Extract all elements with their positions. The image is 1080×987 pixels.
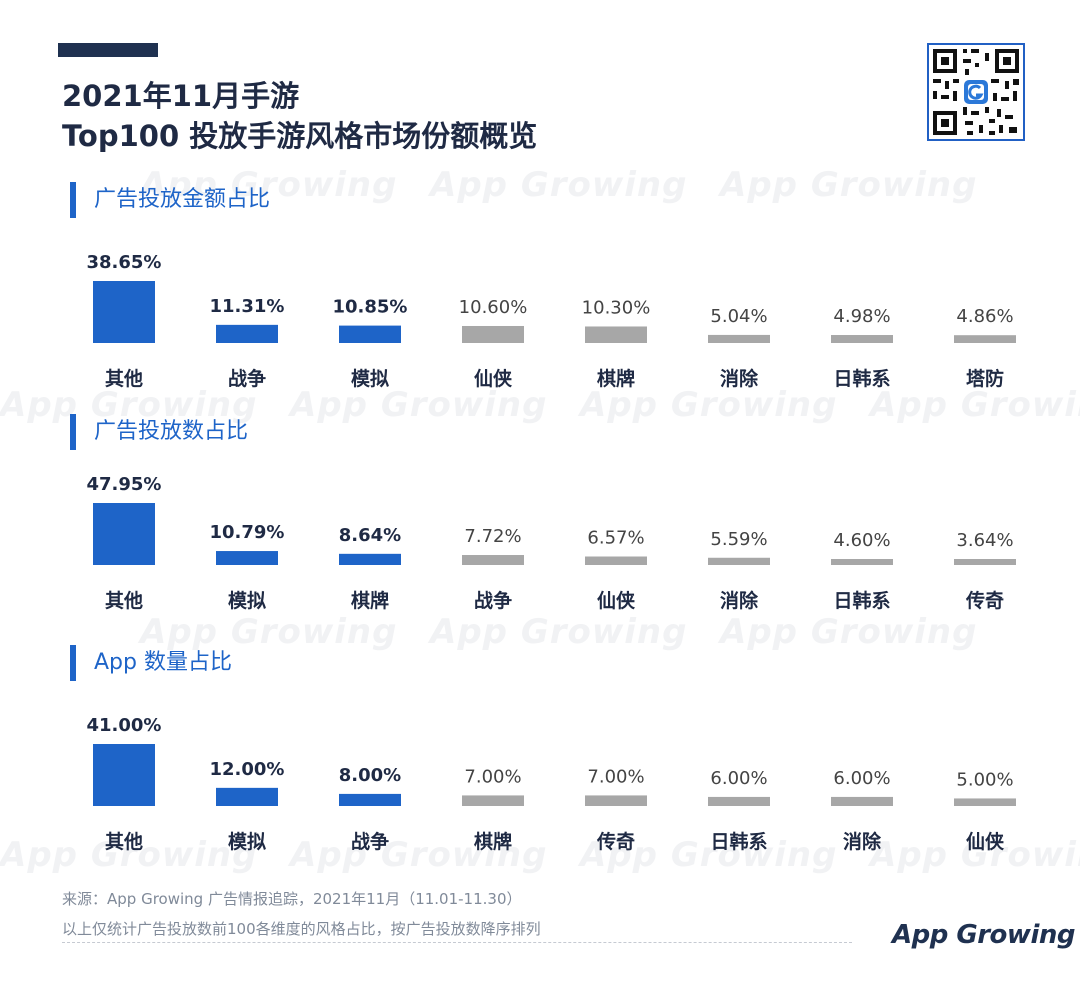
- category-label: 仙侠: [966, 830, 1005, 853]
- category-label: 日韩系: [833, 589, 890, 612]
- bar: [954, 335, 1016, 343]
- category-label: 棋牌: [351, 589, 389, 612]
- category-label: 消除: [843, 830, 882, 853]
- bar: [93, 503, 155, 565]
- data-label: 11.31%: [210, 296, 285, 317]
- bar: [954, 559, 1016, 565]
- page-title: 2021年11月手游 Top100 投放手游风格市场份额概览: [62, 76, 537, 156]
- qr-code[interactable]: [927, 43, 1025, 141]
- bar: [93, 281, 155, 343]
- category-label: 棋牌: [474, 830, 512, 853]
- category-label: 传奇: [596, 830, 635, 853]
- data-label: 10.85%: [333, 297, 408, 318]
- footer-divider: [62, 942, 852, 943]
- bar: [339, 793, 401, 806]
- data-label: 7.00%: [464, 766, 521, 787]
- header-accent-bar: [58, 43, 158, 57]
- page-title-line1: 2021年11月手游: [62, 79, 300, 113]
- section-title-text: App 数量占比: [94, 650, 232, 675]
- bar: [831, 796, 893, 806]
- bar-chart-2: 41.00% 其他 12.00% 模拟 8.00% 战争 7.00% 棋牌 7.00% 传奇 6.0…: [87, 715, 1016, 853]
- data-label: 6.00%: [710, 768, 767, 789]
- category-label: 战争: [228, 367, 266, 390]
- bar: [831, 335, 893, 343]
- category-label: 其他: [105, 830, 143, 853]
- data-label: 10.60%: [459, 297, 528, 318]
- category-label: 仙侠: [597, 589, 636, 612]
- data-label: 5.59%: [710, 529, 767, 550]
- bar-chart-0: 38.65% 其他 11.31% 战争 10.85% 模拟 10.60% 仙侠 10.30% 棋牌…: [87, 252, 1016, 390]
- data-label: 38.65%: [87, 252, 162, 273]
- app-growing-logo: App Growing: [892, 920, 1075, 950]
- bar: [462, 325, 524, 343]
- page-title-line2: Top100 投放手游风格市场份额概览: [62, 119, 538, 153]
- section-title-ad-count: 广告投放数占比: [70, 412, 248, 452]
- section-title-text: 广告投放数占比: [94, 419, 249, 444]
- bar: [585, 795, 647, 806]
- bar: [339, 325, 401, 343]
- data-label: 41.00%: [87, 715, 162, 736]
- category-label: 模拟: [228, 589, 266, 612]
- data-label: 10.79%: [210, 522, 285, 543]
- section-marker: [70, 414, 76, 450]
- category-label: 仙侠: [474, 367, 513, 390]
- data-label: 6.00%: [833, 768, 890, 789]
- bar-chart-1: 47.95% 其他 10.79% 模拟 8.64% 棋牌 7.72% 战争 6.57% 仙侠 5.5…: [87, 474, 1016, 612]
- category-label: 日韩系: [833, 367, 890, 390]
- category-label: 模拟: [351, 367, 389, 390]
- bar: [339, 553, 401, 565]
- section-title-app-count: App 数量占比: [70, 643, 232, 683]
- category-label: 其他: [105, 589, 143, 612]
- data-label: 47.95%: [87, 474, 162, 495]
- data-label: 12.00%: [210, 759, 285, 780]
- category-label: 其他: [105, 367, 143, 390]
- category-label: 传奇: [965, 589, 1004, 612]
- category-label: 消除: [720, 367, 759, 390]
- category-label: 消除: [720, 589, 759, 612]
- bar: [708, 334, 770, 343]
- data-label: 5.00%: [956, 769, 1013, 790]
- bar: [831, 559, 893, 565]
- bar: [585, 556, 647, 565]
- category-label: 日韩系: [710, 830, 767, 853]
- section-title-text: 广告投放金额占比: [94, 187, 271, 212]
- bar: [216, 324, 278, 343]
- footer-note: 以上仅统计广告投放数前100各维度的风格占比，按广告投放数降序排列: [62, 920, 541, 938]
- bar: [462, 795, 524, 806]
- bar: [216, 787, 278, 806]
- bar: [708, 796, 770, 806]
- bar: [93, 744, 155, 806]
- bar: [954, 798, 1016, 806]
- data-label: 8.64%: [339, 525, 401, 546]
- bar: [585, 326, 647, 343]
- category-label: 棋牌: [597, 367, 635, 390]
- data-label: 10.30%: [582, 297, 651, 318]
- data-label: 7.72%: [464, 526, 521, 547]
- data-label: 6.57%: [587, 528, 644, 549]
- category-label: 模拟: [228, 830, 266, 853]
- data-label: 8.00%: [339, 765, 401, 786]
- section-title-ad-spend: 广告投放金额占比: [70, 180, 270, 220]
- data-label: 4.86%: [956, 306, 1013, 327]
- category-label: 塔防: [966, 367, 1004, 390]
- bar: [462, 555, 524, 565]
- data-label: 3.64%: [956, 530, 1013, 551]
- category-label: 战争: [474, 589, 512, 612]
- data-label: 7.00%: [587, 766, 644, 787]
- section-marker: [70, 182, 76, 218]
- qr-code-icon: [933, 49, 1019, 135]
- data-label: 5.04%: [710, 306, 767, 327]
- section-marker: [70, 645, 76, 681]
- category-label: 战争: [351, 830, 389, 853]
- footer-source: 来源：App Growing 广告情报追踪，2021年11月（11.01-11.…: [62, 890, 522, 908]
- data-label: 4.98%: [833, 306, 890, 327]
- bar: [708, 557, 770, 565]
- data-label: 4.60%: [833, 530, 890, 551]
- bar: [216, 551, 278, 565]
